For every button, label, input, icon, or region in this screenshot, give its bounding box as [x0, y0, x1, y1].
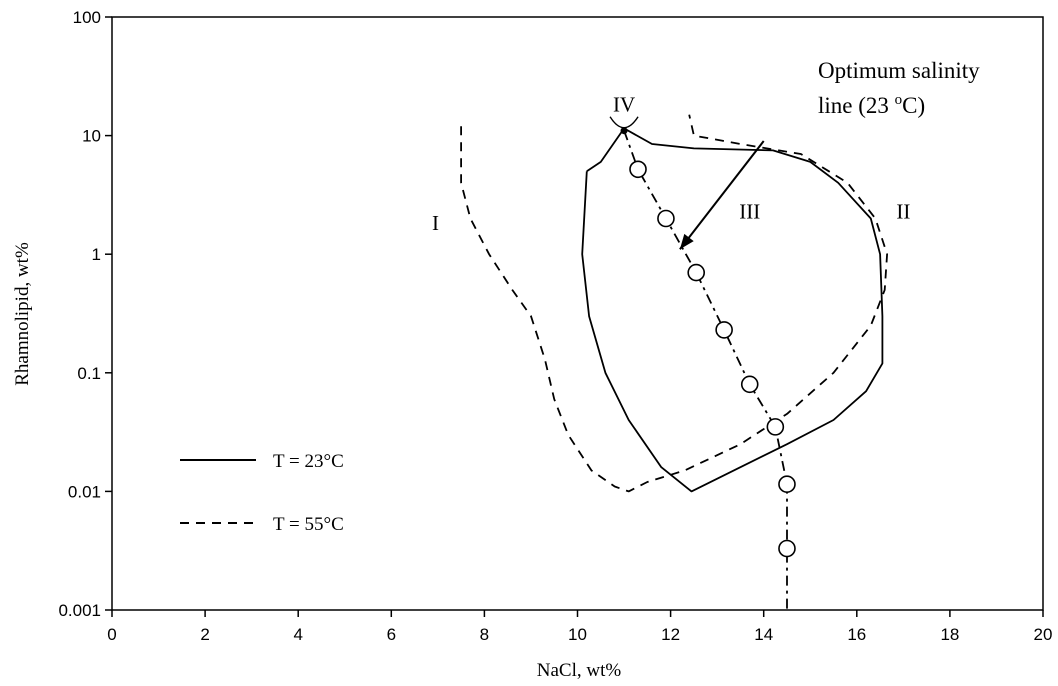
y-tick-label: 100	[73, 8, 101, 27]
y-axis-label: Rhamnolipid, wt%	[12, 242, 33, 386]
y-tick-label: 0.01	[68, 482, 101, 501]
x-tick-label: 18	[940, 625, 959, 644]
region-label: II	[896, 199, 910, 223]
series-line-solid	[581, 127, 884, 493]
annotation-line-1: Optimum salinity	[818, 58, 980, 83]
series-line-dash-dot	[623, 130, 788, 610]
x-tick-label: 10	[568, 625, 587, 644]
region-iv-arc	[609, 116, 639, 129]
y-tick-label: 10	[82, 127, 101, 146]
y-tick-label: 0.1	[77, 364, 101, 383]
legend: T = 23°C T = 55°C	[180, 451, 344, 535]
annotation-line-2: line (23 oC)	[818, 92, 925, 118]
series-layer	[460, 114, 888, 610]
x-tick-label: 16	[847, 625, 866, 644]
data-point-marker	[778, 539, 796, 558]
data-point-marker	[766, 418, 785, 436]
data-point-marker	[629, 160, 647, 179]
data-point-marker	[657, 209, 675, 228]
x-tick-label: 0	[107, 625, 116, 644]
x-axis-label: NaCl, wt%	[537, 660, 622, 681]
data-point-marker	[687, 263, 706, 282]
x-tick-label: 6	[387, 625, 396, 644]
axes-layer: 0 2 4 6 8 10 12 14 16 18 20 0.001 0.01 0.1 1 10 100	[58, 8, 1052, 644]
legend-label-dashed: T = 55°C	[273, 514, 344, 535]
x-tick-label: 8	[480, 625, 489, 644]
series-line-dashed	[460, 114, 888, 493]
y-tick-label: 0.001	[58, 601, 101, 620]
annotation-line-2-prefix: line (23	[818, 93, 895, 118]
annotation-line-2-suffix: C)	[902, 93, 925, 118]
x-tick-label: 2	[200, 625, 209, 644]
data-point-marker	[715, 321, 733, 339]
region-label: IV	[613, 92, 635, 116]
annotation-superscript: o	[895, 92, 903, 108]
annotation-text: Optimum salinity line (23 oC)	[818, 58, 980, 118]
region-label: I	[432, 211, 439, 235]
region-label: III	[739, 199, 760, 223]
x-tick-label: 4	[293, 625, 302, 644]
data-point-marker	[778, 475, 796, 494]
y-tick-label: 1	[92, 245, 101, 264]
region-iv-junction-point	[620, 127, 628, 135]
annotation-arrow-shaft	[679, 140, 765, 250]
data-point-marker	[740, 375, 759, 394]
legend-label-solid: T = 23°C	[273, 451, 344, 472]
x-tick-label: 12	[661, 625, 680, 644]
annotation-arrow-head	[679, 233, 694, 250]
x-tick-label: 14	[754, 625, 773, 644]
x-tick-label: 20	[1034, 625, 1053, 644]
